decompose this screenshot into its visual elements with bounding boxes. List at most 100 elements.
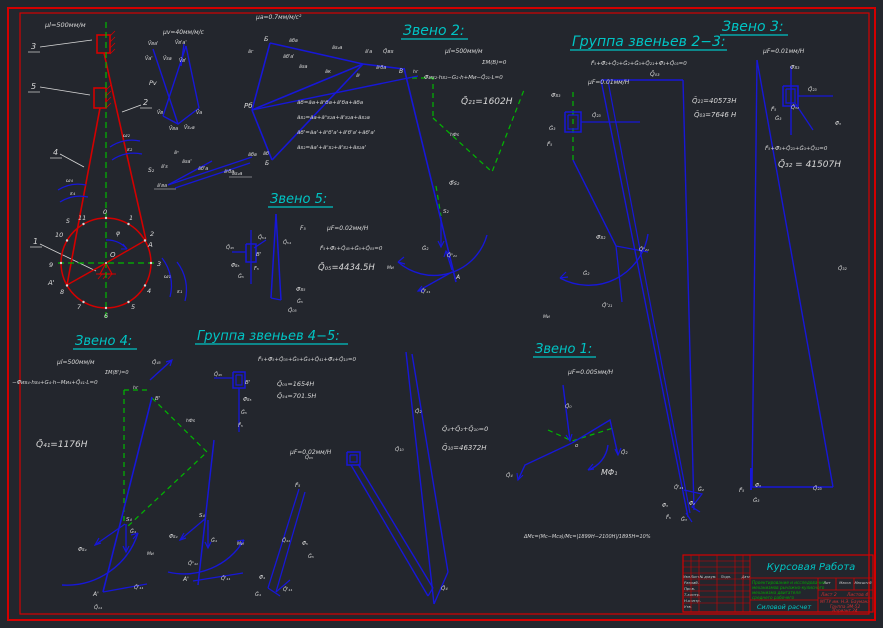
cad-label: F̄₅ — [666, 514, 671, 521]
cad-label: ās₂а — [232, 171, 242, 177]
cad-circle — [59, 261, 63, 265]
cad-line — [271, 63, 364, 161]
cad-label: Φ̄s₄ — [169, 534, 178, 540]
cad-label: μv=40мм/м/с — [162, 29, 205, 36]
cad-label: F̄₅+Φ̄₅+Q̄₀₅+Ḡ₅+Ḡ₄+Q̄₄₁+Φ̄₄+Q̄₁₀=0 — [258, 356, 356, 363]
cad-label: Φ̄₃ — [662, 503, 668, 509]
cad-label: āᵗ — [356, 73, 361, 79]
cad-line — [192, 572, 244, 582]
cad-label: Б — [264, 35, 269, 43]
cad-circle — [127, 222, 130, 226]
cad-line — [109, 42, 116, 49]
cad-label: F̄₅+Φ̄₂+Q̄₂+Ḡ₂+Ḡ₃+Q̄₂₁+Φ̄₃+Q̄₀₃=0 — [591, 60, 687, 67]
cad-label: μF=0.005мм/Н — [567, 369, 614, 376]
cad-arc — [61, 532, 139, 586]
cad-line — [174, 162, 251, 189]
cad-line — [232, 371, 246, 389]
cad-label: S₄ — [199, 513, 205, 519]
cad-line — [179, 517, 207, 541]
cad-label: F̄₅ — [771, 106, 776, 113]
cad-line — [270, 213, 277, 299]
cad-circle — [65, 239, 69, 242]
cad-arc — [397, 234, 488, 277]
cad-line — [93, 537, 102, 547]
cad-rect — [7, 7, 876, 621]
cad-label: āба — [248, 152, 257, 158]
cad-label: ε₁ — [177, 289, 182, 295]
cad-label: Звено 3: — [722, 19, 784, 35]
cad-label: āг — [248, 49, 254, 55]
cad-line — [432, 89, 525, 174]
cad-label: ε₄ — [70, 191, 76, 197]
cad-label: 7 — [77, 303, 82, 311]
cad-line — [547, 427, 614, 442]
title-block-title: Курсовая Работа — [767, 561, 856, 573]
cad-line — [251, 42, 271, 111]
cad-label: Ḡ₅ — [308, 553, 314, 560]
cad-line — [39, 86, 91, 96]
cad-label: V̄а' — [145, 55, 153, 62]
cad-label: F₅ — [300, 225, 306, 232]
cad-line — [346, 451, 361, 466]
cad-line — [559, 276, 569, 279]
cad-label: μF=0.01мм/Н — [762, 48, 805, 55]
cad-line — [403, 67, 457, 283]
cad-label: B' — [155, 396, 160, 402]
cad-label: Ḡ₅ — [238, 273, 244, 280]
cad-label: S₂ — [148, 167, 155, 174]
cad-line — [105, 102, 112, 109]
cad-label: Q̄₀₅=1654Н — [277, 379, 314, 388]
cad-label: ΣM(B')=0 — [105, 370, 129, 376]
cad-line — [109, 48, 116, 55]
cad-label: Φ̄s₂ — [449, 180, 460, 187]
cad-rect — [93, 87, 107, 109]
cad-label: A — [147, 241, 153, 249]
cad-label: Q̄₁₄ — [94, 604, 102, 611]
cad-label: 0 — [103, 208, 107, 216]
cad-label: 1 — [129, 214, 133, 222]
cad-label: Φ̄s₃ — [790, 65, 800, 71]
cad-line — [39, 39, 93, 48]
cad-line — [516, 472, 524, 482]
cad-label: āб=āа+āⁿба+āᵗба+āба — [297, 99, 364, 106]
cad-label: āк — [325, 69, 331, 75]
cad-label: F̄₅ — [238, 422, 243, 429]
title-block-col-sign: Подп. — [721, 575, 731, 579]
cad-label: Mи — [147, 551, 154, 557]
cad-label: Q̄₄₅ — [226, 244, 234, 251]
cad-label: Q̄₃₂ — [791, 104, 799, 111]
cad-line — [559, 271, 567, 279]
cad-line — [197, 439, 215, 586]
cad-label: A' — [92, 591, 99, 598]
cad-label: hФs — [450, 132, 460, 138]
cad-label: Q̄₀₅ — [288, 307, 297, 314]
cad-label: ε₂ — [127, 147, 133, 153]
cad-line — [107, 273, 113, 280]
title-block-col-date: Дата — [741, 575, 751, 579]
cad-line — [683, 489, 704, 513]
cad-label: Звено 1: — [535, 342, 592, 357]
cad-line — [517, 442, 573, 481]
cad-arc — [587, 444, 609, 471]
cad-label: Q̄₃₂ — [838, 265, 848, 272]
cad-line — [794, 102, 814, 131]
title-block-lit: Лит — [822, 581, 831, 585]
cad-label: F̄₅ — [547, 141, 552, 148]
cad-line — [235, 374, 243, 386]
cad-label: B' — [256, 252, 261, 258]
cad-arc — [167, 539, 245, 575]
cad-label: Q̄₂₁=40573Н — [692, 96, 737, 105]
cad-label: āб'а' — [283, 54, 294, 60]
cad-line — [130, 532, 139, 536]
cad-label: hг — [133, 385, 139, 391]
cad-line — [251, 75, 419, 111]
cad-label: Звено 2: — [403, 23, 465, 39]
drawing-geometry: Звено 2: Группа звеньев 2−3:Звено 3: Звено… — [7, 7, 876, 621]
cad-label: Q̄ⁿ₂₁ — [639, 246, 649, 253]
cad-label: o — [575, 443, 579, 449]
cad-line — [251, 109, 273, 161]
cad-label: āб — [263, 151, 269, 157]
cad-line — [405, 351, 435, 605]
cad-label: Q̄₂ — [415, 408, 422, 415]
